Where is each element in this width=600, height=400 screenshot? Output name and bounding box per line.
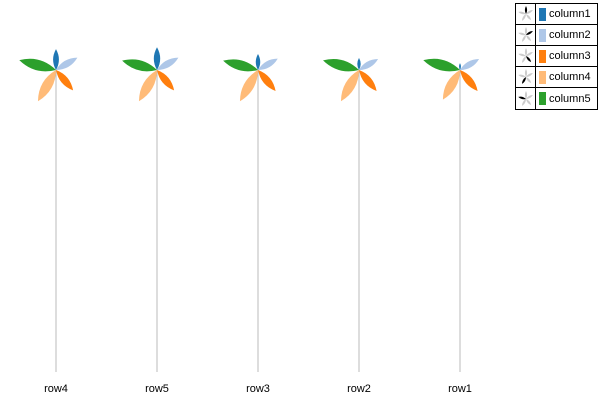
legend-label: column1 <box>549 8 591 20</box>
legend-pinwheel-icon <box>516 3 536 25</box>
legend: column1 column2 column3 column4 column5 <box>515 3 598 110</box>
petal-row5-column1 <box>153 47 161 70</box>
petal-row1-column4 <box>442 70 460 100</box>
legend-pinwheel-icon <box>516 45 536 67</box>
legend-item-column3: column3 <box>516 45 597 67</box>
legend-swatch <box>539 49 546 63</box>
petal-row5-column2 <box>157 57 179 70</box>
row-label-row5: row5 <box>145 383 169 395</box>
legend-swatch <box>539 7 546 21</box>
petal-row1-column2 <box>460 58 480 70</box>
petal-row3-column3 <box>258 70 276 91</box>
petal-row3-column4 <box>239 70 258 102</box>
legend-pinwheel-icon <box>516 66 536 88</box>
legend-item-column2: column2 <box>516 24 597 46</box>
row-label-row4: row4 <box>44 383 68 395</box>
legend-swatch <box>539 92 546 105</box>
legend-label: column4 <box>549 71 591 83</box>
row-label-row3: row3 <box>246 383 270 395</box>
petal-row1-column5 <box>423 58 460 72</box>
petal-row2-column2 <box>359 58 379 70</box>
petal-row3-column1 <box>255 54 261 70</box>
petal-row4-column1 <box>53 49 59 70</box>
legend-item-column1: column1 <box>516 3 597 25</box>
petal-row2-column5 <box>323 58 359 72</box>
flower-row5 <box>122 47 179 102</box>
flower-row4 <box>19 49 78 102</box>
petal-row2-column4 <box>340 70 359 102</box>
legend-swatch <box>539 70 546 84</box>
legend-pinwheel-icon <box>516 88 536 109</box>
row-label-row1: row1 <box>448 383 472 395</box>
petal-row5-column5 <box>122 59 157 72</box>
petal-row1-column1 <box>459 63 461 70</box>
petal-row2-column3 <box>359 70 377 91</box>
flower-row3 <box>223 54 278 102</box>
stems-layer <box>55 70 461 372</box>
legend-label: column2 <box>549 29 591 41</box>
petal-row3-column5 <box>223 59 258 72</box>
petal-row1-column3 <box>460 70 478 91</box>
petal-row5-column4 <box>138 70 157 102</box>
petal-row3-column2 <box>258 58 278 70</box>
legend-pinwheel-icon <box>516 24 536 46</box>
petal-row4-column3 <box>56 70 74 91</box>
row-labels-layer: row4 row5 row3 row2 row1 <box>44 383 472 395</box>
petal-row4-column4 <box>37 70 56 102</box>
legend-item-column5: column5 <box>516 88 597 109</box>
petal-row4-column5 <box>19 58 56 72</box>
legend-item-column4: column4 <box>516 66 597 88</box>
petal-row2-column1 <box>357 57 361 70</box>
flowers-layer <box>19 47 480 102</box>
legend-swatch <box>539 28 546 42</box>
petal-row4-column2 <box>56 57 78 70</box>
flower-row1 <box>423 58 480 100</box>
flower-row2 <box>323 57 379 102</box>
legend-label: column3 <box>549 50 591 62</box>
row-label-row2: row2 <box>347 383 371 395</box>
petal-row5-column3 <box>157 70 175 91</box>
legend-label: column5 <box>549 92 591 105</box>
